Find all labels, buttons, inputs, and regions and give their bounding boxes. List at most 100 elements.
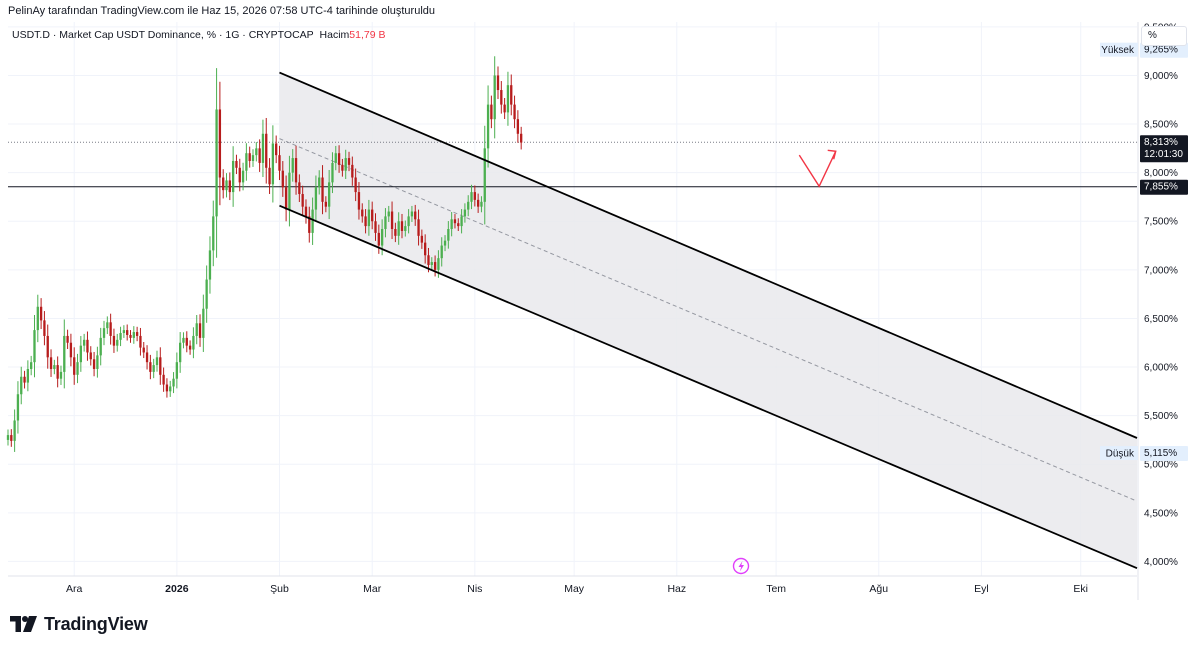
candle-body[interactable]	[96, 355, 99, 369]
candle-body[interactable]	[145, 352, 149, 363]
candle-body[interactable]	[275, 143, 278, 156]
candle-body[interactable]	[337, 153, 341, 165]
candle-body[interactable]	[341, 164, 344, 171]
candle-body[interactable]	[49, 357, 53, 369]
candle-body[interactable]	[354, 177, 357, 193]
candle-body[interactable]	[6, 435, 10, 440]
candle-body[interactable]	[149, 362, 152, 372]
candle-body[interactable]	[410, 211, 414, 217]
candle-body[interactable]	[76, 362, 79, 375]
candle-body[interactable]	[351, 164, 354, 178]
candle-body[interactable]	[188, 345, 192, 350]
candle-body[interactable]	[364, 216, 367, 227]
candle-body[interactable]	[245, 153, 248, 171]
candle-body[interactable]	[344, 158, 347, 171]
candle-body[interactable]	[182, 337, 185, 343]
candle-body[interactable]	[433, 262, 437, 270]
candle-body[interactable]	[23, 376, 26, 383]
candle-body[interactable]	[208, 250, 212, 280]
candle-body[interactable]	[241, 170, 245, 183]
candle-body[interactable]	[331, 162, 334, 183]
candle-body[interactable]	[112, 335, 116, 346]
candle-body[interactable]	[321, 177, 324, 202]
candle-body[interactable]	[152, 365, 155, 372]
candle-body[interactable]	[420, 235, 424, 243]
candle-body[interactable]	[397, 221, 400, 236]
candle-body[interactable]	[424, 242, 427, 256]
candle-body[interactable]	[135, 332, 139, 336]
candle-body[interactable]	[427, 255, 430, 265]
candle-body[interactable]	[447, 229, 450, 241]
candle-body[interactable]	[324, 201, 328, 207]
candle-body[interactable]	[480, 201, 483, 207]
candle-body[interactable]	[294, 158, 298, 183]
candle-body[interactable]	[215, 109, 218, 217]
candle-body[interactable]	[493, 75, 496, 120]
candle-body[interactable]	[463, 209, 467, 217]
candle-body[interactable]	[13, 420, 16, 441]
candle-body[interactable]	[231, 160, 235, 193]
candle-body[interactable]	[334, 153, 337, 163]
candle-body[interactable]	[374, 221, 377, 233]
candle-body[interactable]	[142, 347, 145, 353]
candle-body[interactable]	[129, 334, 132, 338]
candle-body[interactable]	[195, 323, 198, 336]
candle-body[interactable]	[258, 148, 261, 163]
candle-body[interactable]	[367, 209, 371, 227]
candle-body[interactable]	[238, 167, 241, 183]
candle-body[interactable]	[476, 199, 480, 207]
candle-body[interactable]	[46, 335, 49, 358]
candle-body[interactable]	[10, 435, 13, 441]
candle-body[interactable]	[394, 229, 397, 236]
candle-body[interactable]	[467, 201, 470, 210]
candle-body[interactable]	[327, 182, 331, 207]
candle-body[interactable]	[192, 335, 195, 350]
candle-body[interactable]	[212, 216, 215, 251]
candle-body[interactable]	[265, 133, 268, 168]
candle-body[interactable]	[384, 216, 387, 230]
candle-body[interactable]	[155, 357, 159, 366]
candle-body[interactable]	[82, 339, 86, 346]
candle-body[interactable]	[308, 216, 311, 233]
candle-body[interactable]	[404, 226, 407, 231]
tradingview-logo[interactable]: TradingView	[10, 613, 148, 635]
candle-body[interactable]	[437, 258, 440, 270]
candle-body[interactable]	[132, 332, 135, 338]
candle-body[interactable]	[69, 342, 73, 358]
candle-body[interactable]	[314, 187, 318, 210]
candle-body[interactable]	[109, 322, 112, 336]
candle-body[interactable]	[520, 133, 523, 143]
candle-body[interactable]	[271, 143, 275, 185]
candle-body[interactable]	[407, 216, 410, 227]
candle-body[interactable]	[59, 371, 63, 379]
candle-body[interactable]	[162, 374, 165, 385]
candle-body[interactable]	[165, 384, 169, 392]
candle-body[interactable]	[500, 90, 503, 105]
candle-body[interactable]	[453, 219, 457, 224]
candle-body[interactable]	[205, 279, 208, 309]
candle-body[interactable]	[26, 368, 30, 383]
candle-body[interactable]	[139, 335, 142, 348]
candle-body[interactable]	[185, 337, 188, 346]
candle-body[interactable]	[179, 342, 182, 363]
candle-body[interactable]	[291, 158, 294, 173]
candles[interactable]	[6, 56, 523, 452]
candle-body[interactable]	[30, 362, 33, 369]
candle-body[interactable]	[430, 262, 433, 265]
candle-body[interactable]	[172, 378, 175, 387]
candle-body[interactable]	[281, 170, 284, 188]
time-axis[interactable]: Ara 2026 Şub Mar Nis May Haz Tem Ağu Eyl Eki	[66, 583, 1088, 595]
candle-body[interactable]	[450, 219, 453, 230]
candle-body[interactable]	[377, 232, 380, 246]
candle-body[interactable]	[473, 192, 476, 200]
candle-body[interactable]	[490, 104, 493, 120]
candle-body[interactable]	[304, 206, 308, 217]
candle-body[interactable]	[235, 160, 238, 168]
candle-body[interactable]	[390, 211, 394, 230]
candle-body[interactable]	[228, 180, 231, 193]
candle-body[interactable]	[89, 352, 92, 360]
candle-body[interactable]	[255, 148, 258, 156]
candle-body[interactable]	[318, 177, 321, 188]
channel-lower-line[interactable]	[279, 204, 1138, 570]
